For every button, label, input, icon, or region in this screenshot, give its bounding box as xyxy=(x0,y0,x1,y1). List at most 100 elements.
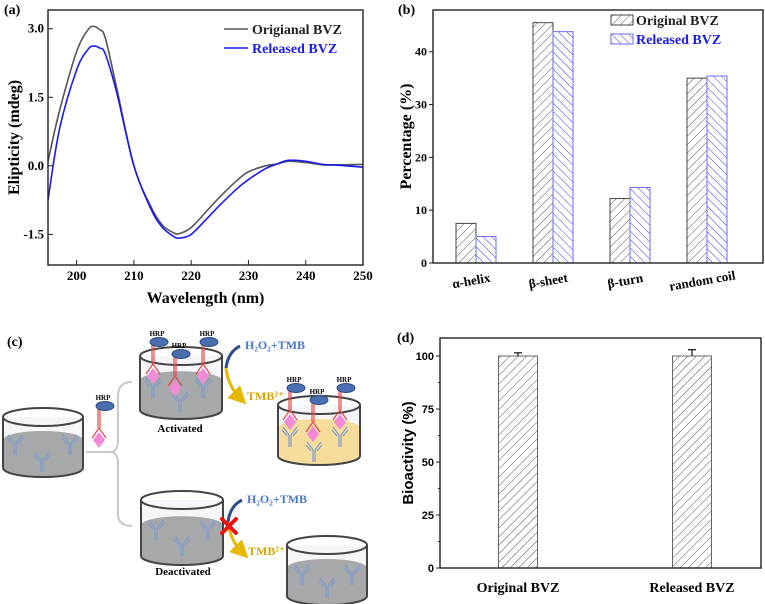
x-axis-title: Wavelength (nm) xyxy=(147,290,265,307)
well-outline xyxy=(2,417,84,478)
y-tick-label: 30 xyxy=(415,98,427,112)
hrp-enzyme-icon xyxy=(286,383,306,393)
antigen-icon xyxy=(307,426,319,442)
y-tick-label: 20 xyxy=(415,150,427,164)
well-outline xyxy=(140,500,224,566)
hrp-label: HRP xyxy=(337,376,353,384)
bar-released xyxy=(475,236,497,264)
well-liquid xyxy=(278,418,360,465)
legend-label: Origianal BVZ xyxy=(252,23,342,38)
panel-label-d: (d) xyxy=(397,331,414,346)
hrp-enzyme-icon xyxy=(149,337,169,347)
capture-antibody-icon xyxy=(194,377,212,398)
bar-released xyxy=(629,186,651,264)
secondary-structure-chart: 0 10 20 30 40 α-helix β-sheet β-turn random coil… xyxy=(398,9,764,294)
series-line-original xyxy=(47,25,364,235)
well-liquid xyxy=(140,371,222,419)
x-tick-label: 250 xyxy=(353,268,373,283)
capture-antibody-icon xyxy=(343,564,361,585)
bar-released xyxy=(706,75,728,264)
capture-antibody-icon xyxy=(281,426,299,447)
capture-antibody-icon xyxy=(33,451,51,472)
y-tick-label: 75 xyxy=(422,404,434,416)
hrp-label: HRP xyxy=(172,342,188,350)
well-liquid xyxy=(287,558,367,604)
deactivated-label: Deactivated xyxy=(155,566,211,578)
plot-frame xyxy=(439,337,762,569)
bar-released xyxy=(552,31,574,264)
capture-antibody-icon xyxy=(331,426,349,447)
well-outline xyxy=(139,356,223,420)
schematic-shapes: HRP HRP HRP HRP HRP HRP HRP xyxy=(2,330,368,604)
product-label-bottom: TMB²⁺ xyxy=(248,544,285,558)
y-tick-label: 25 xyxy=(422,510,434,522)
undeveloped-well xyxy=(286,535,368,604)
capture-antibody-icon xyxy=(318,577,336,598)
reagent-arrow xyxy=(224,344,241,369)
plot-frame xyxy=(47,9,364,266)
legend-label: Original BVZ xyxy=(636,14,719,29)
panel-label-a: (a) xyxy=(4,3,21,18)
legend-label: Released BVZ xyxy=(636,33,721,48)
y-axis-title: Percentage (%) xyxy=(398,84,415,190)
antigen-icon xyxy=(197,368,209,384)
y-tick-label: 0.0 xyxy=(28,158,44,173)
y-tick-label: 0 xyxy=(421,256,427,270)
detection-antibody-icon xyxy=(282,390,298,421)
capture-antibody-icon xyxy=(199,519,217,540)
y-tick-label: 0 xyxy=(428,563,434,575)
capture-antibody-icon xyxy=(144,377,162,398)
y-axis-title: Elipticity (mdeg) xyxy=(6,80,23,195)
y-tick-label: 50 xyxy=(422,457,434,469)
hrp-enzyme-icon xyxy=(95,401,115,411)
x-tick-label: 220 xyxy=(181,268,201,283)
hrp-label: HRP xyxy=(310,388,326,396)
x-tick-label: random coil xyxy=(668,267,737,293)
coated-well xyxy=(2,407,84,478)
branch-connector-down xyxy=(86,451,133,527)
capture-antibody-icon xyxy=(293,564,311,585)
detection-antibody-icon xyxy=(195,344,211,375)
y-tick-label: 3.0 xyxy=(28,21,44,36)
x-tick-label: α-helix xyxy=(451,270,492,292)
x-tick-label: β-sheet xyxy=(528,270,570,292)
branch-connector-up xyxy=(86,381,133,453)
bar-original xyxy=(455,222,477,264)
hrp-label: HRP xyxy=(200,330,216,338)
activated-label: Activated xyxy=(157,423,202,435)
bioactivity-chart: Original BVZ Released BVZ 0 25 50 75 100 Bioact… xyxy=(400,337,762,596)
reagent-label-top: H₂O₂+TMB xyxy=(245,338,305,352)
well-outline xyxy=(286,545,368,604)
y-tick-label: -1.5 xyxy=(23,226,44,241)
hrp-label: HRP xyxy=(150,330,166,338)
x-tick-label: 210 xyxy=(124,268,144,283)
hrp-label: HRP xyxy=(287,376,303,384)
hrp-enzyme-icon xyxy=(199,337,219,347)
bar xyxy=(672,355,712,569)
detection-antibody-icon xyxy=(145,344,161,375)
bar-original xyxy=(609,198,631,264)
bar-original xyxy=(686,77,708,264)
y-tick-label: 100 xyxy=(416,351,434,363)
well-rim xyxy=(140,490,224,510)
capture-antibody-icon xyxy=(6,434,24,455)
antigen-icon xyxy=(93,432,105,448)
panel-label-b: (b) xyxy=(398,3,415,18)
capture-antibody-icon xyxy=(171,391,189,412)
capture-antibody-icon xyxy=(147,519,165,540)
legend-label: Released BVZ xyxy=(252,42,337,57)
x-tick-label: 200 xyxy=(67,268,87,283)
well-rim xyxy=(139,346,223,366)
series-line-released xyxy=(47,45,364,240)
hrp-label: HRP xyxy=(96,394,112,402)
well-liquid xyxy=(3,430,83,477)
x-tick-label: 230 xyxy=(239,268,259,283)
y-tick-label: 10 xyxy=(415,203,427,217)
detection-antibody-icon xyxy=(91,408,107,439)
detection-antibody-icon xyxy=(332,390,348,421)
y-tick-label: 1.5 xyxy=(28,89,45,104)
antigen-icon xyxy=(284,414,296,430)
well-outline xyxy=(277,405,361,466)
antigen-icon xyxy=(147,368,159,384)
